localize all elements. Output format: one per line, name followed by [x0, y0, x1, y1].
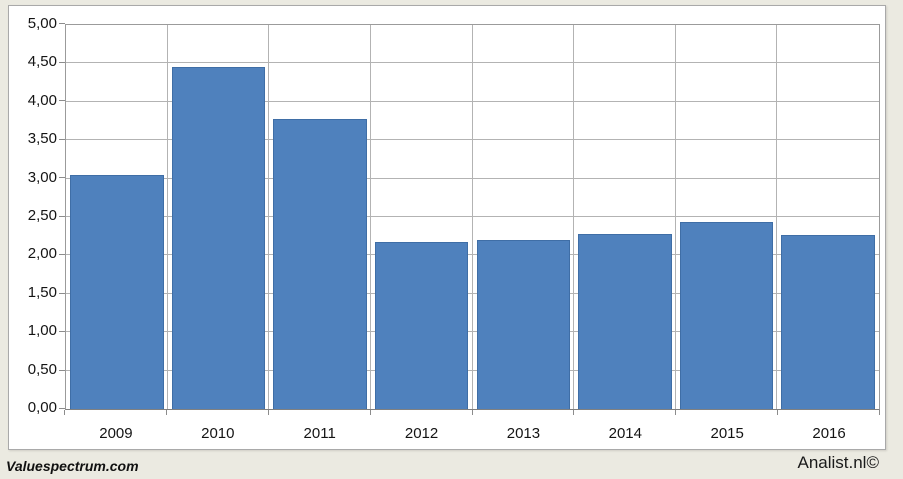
- gridline-vertical: [369, 25, 371, 409]
- y-tick-mark: [59, 23, 65, 24]
- y-tick-mark: [59, 254, 65, 255]
- y-tick-mark: [59, 61, 65, 63]
- x-tick-label-2015: 2015: [710, 425, 744, 442]
- y-tick-label: 4,50: [27, 53, 57, 71]
- x-tick-mark: [369, 410, 371, 415]
- y-tick-label: 1,50: [27, 283, 57, 301]
- bar-slot-2016: [777, 25, 879, 409]
- bar-slot-2015: [676, 25, 778, 409]
- gridline-horizontal: [66, 62, 879, 64]
- bar-slot-2012: [371, 25, 473, 409]
- chart-frame: 5,00 4,50 4,00 3,50 3,00 2,50 2,00 1,50 1,00 0,50…: [8, 5, 886, 450]
- gridline-vertical: [166, 25, 168, 409]
- y-tick-mark: [59, 177, 65, 178]
- bar-slot-2011: [269, 25, 371, 409]
- bar-2010: [171, 67, 266, 409]
- bar-slot-2013: [473, 25, 575, 409]
- x-axis-ticks: [64, 410, 880, 415]
- bar-2016: [781, 235, 875, 409]
- x-axis-labels: 2009 2010 2011 2012 2013 2014 2015 2016: [65, 418, 880, 444]
- y-axis-labels: 5,00 4,50 4,00 3,50 3,00 2,50 2,00 1,50 1,00 0,50…: [9, 15, 57, 416]
- x-tick-mark: [879, 410, 880, 415]
- plot-area: [65, 24, 880, 410]
- gridline-horizontal: [66, 369, 879, 371]
- x-tick-mark: [64, 410, 65, 415]
- analist-watermark: Analist.nl©: [797, 453, 879, 472]
- gridline-horizontal: [66, 216, 879, 217]
- bar-2014: [578, 233, 672, 409]
- bar-2009: [70, 174, 164, 409]
- gridline-horizontal: [66, 100, 879, 102]
- gridline-vertical: [573, 25, 575, 409]
- gridline-horizontal: [66, 177, 879, 179]
- y-tick-mark: [59, 292, 65, 294]
- gridline-vertical: [268, 25, 270, 409]
- y-tick-mark: [59, 215, 65, 217]
- bar-2013: [476, 240, 571, 409]
- y-tick-label: 1,00: [27, 322, 57, 340]
- x-tick-mark: [573, 410, 575, 415]
- bar-2015: [679, 221, 774, 409]
- x-tick-label-2011: 2011: [303, 425, 336, 442]
- gridline-vertical: [674, 25, 676, 409]
- gridline-horizontal: [66, 331, 879, 333]
- gridline-vertical: [776, 25, 778, 409]
- y-tick-mark: [59, 369, 65, 371]
- y-tick-mark: [59, 331, 65, 332]
- y-tick-label: 2,00: [27, 245, 57, 263]
- gridline-horizontal: [66, 139, 879, 141]
- y-axis-ticks: [59, 23, 65, 409]
- x-tick-label-2010: 2010: [201, 425, 235, 442]
- x-tick-mark: [777, 410, 779, 415]
- x-tick-mark: [471, 410, 473, 415]
- x-tick-label-2014: 2014: [608, 425, 642, 442]
- y-tick-mark: [59, 100, 65, 101]
- bar-slot-2009: [66, 25, 168, 409]
- x-tick-label-2016: 2016: [812, 425, 846, 442]
- y-tick-label: 0,00: [27, 399, 57, 416]
- y-tick-label: 0,50: [27, 360, 57, 378]
- y-tick-label: 2,50: [27, 207, 57, 224]
- x-tick-mark: [267, 410, 269, 415]
- x-tick-mark: [165, 410, 167, 415]
- x-tick-label-2009: 2009: [99, 425, 133, 442]
- bar-slot-2010: [168, 25, 270, 409]
- bar-slot-2014: [574, 25, 676, 409]
- valuespectrum-watermark: Valuespectrum.com: [6, 458, 139, 474]
- y-tick-label: 3,00: [27, 168, 57, 186]
- gridline-horizontal: [66, 254, 879, 256]
- gridline-vertical: [471, 25, 473, 409]
- bar-series: [66, 25, 879, 409]
- bar-2012: [374, 241, 469, 409]
- gridline-horizontal: [66, 292, 879, 294]
- x-tick-label-2013: 2013: [506, 425, 541, 442]
- bar-2011: [273, 118, 367, 409]
- x-tick-mark: [675, 410, 677, 415]
- y-tick-label: 5,00: [27, 15, 57, 32]
- y-tick-mark: [59, 408, 65, 409]
- y-tick-label: 4,00: [27, 91, 57, 109]
- x-tick-label-2012: 2012: [404, 425, 439, 442]
- y-tick-label: 3,50: [27, 130, 57, 148]
- y-tick-mark: [59, 138, 65, 140]
